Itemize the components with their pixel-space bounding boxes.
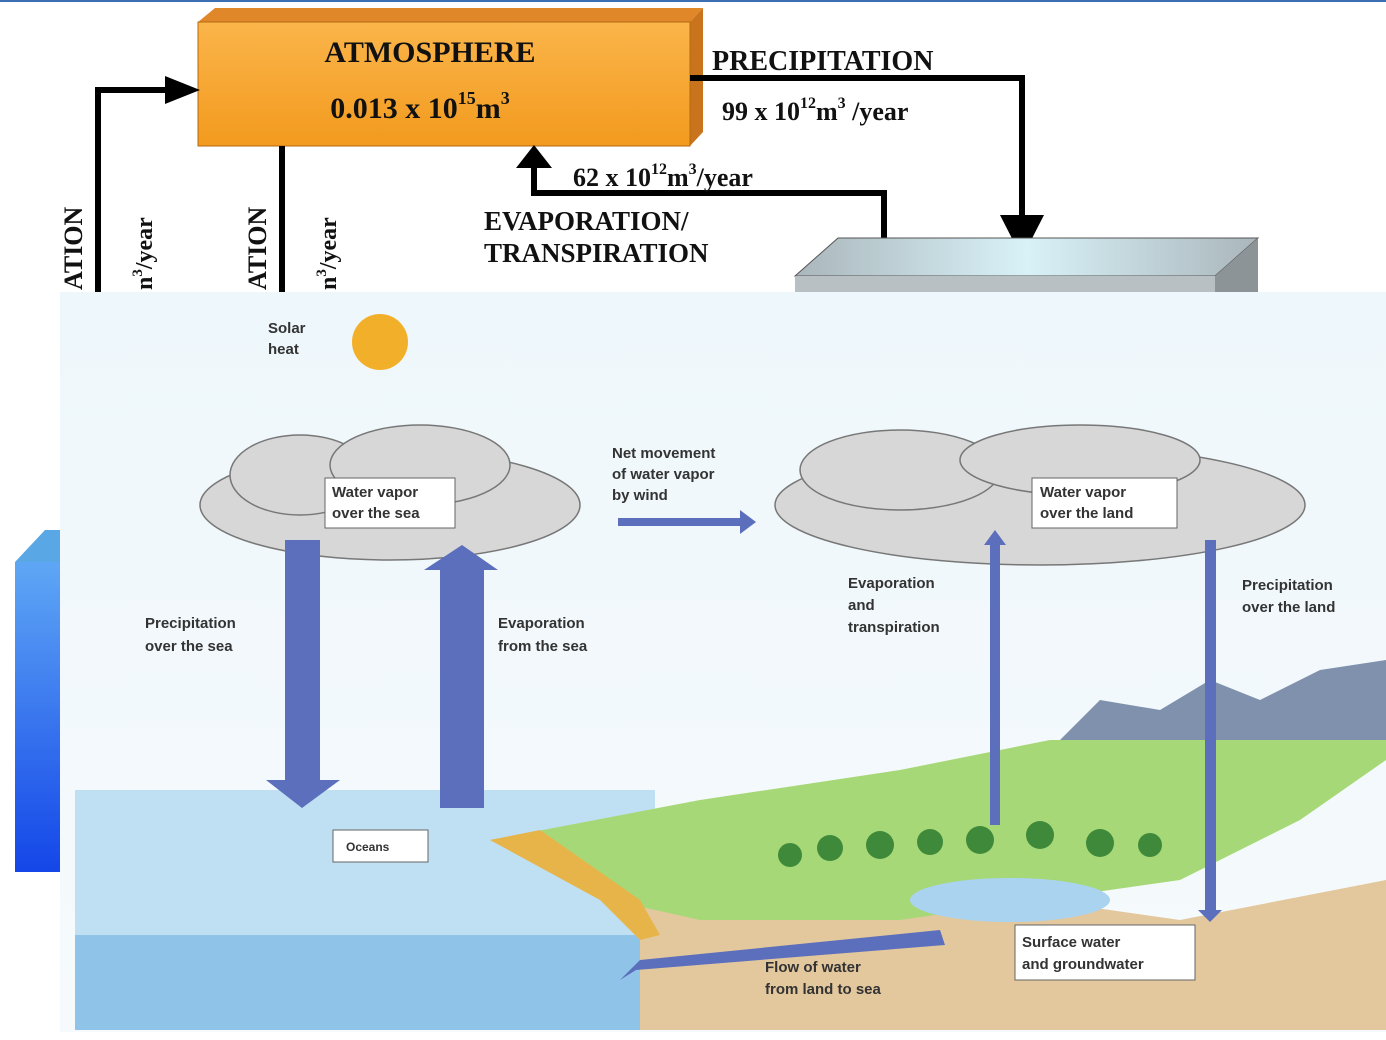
text-part: 15 — [458, 88, 476, 108]
text-part: m — [476, 92, 501, 125]
scene-label: Flow of water — [765, 959, 861, 976]
scene-label: over the land — [1242, 599, 1335, 616]
atmosphere-box: ATMOSPHERE 0.013 x 1015m3 — [198, 8, 703, 146]
evaporation-label: EVAPORATION/ — [484, 206, 689, 236]
text-part: 62 x 10 — [573, 163, 651, 192]
text-part: /year — [132, 217, 158, 270]
text-part: 3 — [314, 269, 330, 277]
scene-label: Evaporation — [498, 615, 585, 632]
text-part: 3 — [689, 161, 697, 178]
text-part: m — [816, 97, 838, 126]
evaporation-rate: 62 x 1012m3/year — [573, 161, 753, 192]
scene-label: Evaporation — [848, 575, 935, 592]
scene-label: from land to sea — [765, 981, 882, 998]
text-part: 3 — [130, 269, 146, 277]
evaporation-label: TRANSPIRATION — [484, 238, 709, 268]
scene-label: Water vapor — [332, 484, 418, 501]
scene-label: and — [848, 597, 875, 614]
text-part: 12 — [651, 161, 667, 178]
precipitation-label: PRECIPITATION — [712, 46, 933, 77]
scene-label: Net movement — [612, 445, 715, 462]
text-part: m — [667, 163, 689, 192]
text-part: n — [316, 277, 342, 290]
scene-label: by wind — [612, 487, 668, 504]
arrow-head — [165, 76, 200, 104]
scene-label: heat — [268, 341, 299, 358]
text-part: 3 — [501, 88, 510, 108]
text-part: /year — [846, 97, 909, 126]
scene-label: of water vapor — [612, 466, 715, 483]
land-slab — [795, 238, 1258, 292]
atmosphere-title: ATMOSPHERE — [324, 36, 535, 69]
scene-label: over the sea — [332, 505, 420, 522]
scene-label: Precipitation — [145, 615, 236, 632]
text-part: 99 x 10 — [722, 97, 800, 126]
scene-label: transpiration — [848, 619, 940, 636]
atmosphere-volume: 0.013 x 1015m3 — [330, 88, 510, 125]
scene-label: and groundwater — [1022, 956, 1144, 973]
scene-label: Precipitation — [1242, 577, 1333, 594]
scene-label: Oceans — [346, 840, 390, 854]
left-fragment: ATION — [243, 206, 272, 290]
arrow-head — [516, 145, 552, 168]
text-part: /year — [696, 163, 753, 192]
left-fragment: n3/year — [314, 217, 342, 290]
left-fragment: ATION — [59, 206, 88, 290]
text-part: n — [132, 277, 158, 290]
scene-label: Water vapor — [1040, 484, 1126, 501]
scene-label: over the land — [1040, 505, 1133, 522]
text-part: 3 — [838, 95, 846, 112]
scene-label: Solar — [268, 320, 306, 337]
water-cycle-scene — [60, 292, 1386, 1032]
text-part: 12 — [800, 95, 816, 112]
page: ATMOSPHERE 0.013 x 1015m3 PRECIPITATION … — [0, 0, 1386, 1040]
precipitation-rate: 99 x 1012m3 /year — [722, 95, 908, 126]
left-fragment: n3/year — [130, 217, 158, 290]
scene-label: over the sea — [145, 638, 233, 655]
text-part: 0.013 x 10 — [330, 92, 458, 125]
scene-label: from the sea — [498, 638, 588, 655]
scene-label: Surface water — [1022, 934, 1121, 951]
text-part: /year — [316, 217, 342, 270]
